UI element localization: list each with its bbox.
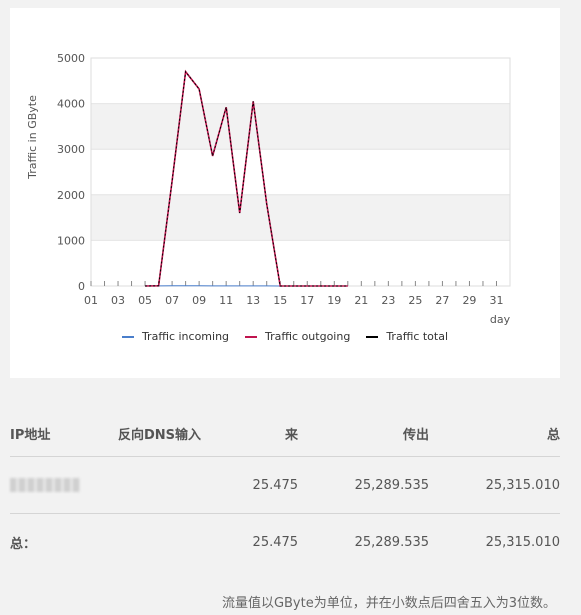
total-outgoing: 25,289.535 xyxy=(354,534,430,550)
cell-total: 25,315.010 xyxy=(429,456,560,514)
header-total[interactable]: 总 xyxy=(429,410,560,457)
y-tick-label: 5000 xyxy=(57,52,85,65)
cell-ip-redacted xyxy=(10,456,118,514)
cell-dns xyxy=(118,456,218,514)
x-axis-label: day xyxy=(490,313,511,326)
legend-item-total[interactable]: Traffic total xyxy=(366,330,448,343)
x-tick-label: 05 xyxy=(138,294,152,307)
cell-incoming: 25.475 xyxy=(218,456,299,514)
table-row: 25.475 25,289.535 25,315.010 xyxy=(10,456,560,514)
plot-frame xyxy=(90,57,511,287)
traffic-chart-card: 0 1000 2000 3000 4000 5000 01 03 05 07 09 11 13 15 17 1… xyxy=(10,8,560,378)
x-tick-label: 21 xyxy=(354,294,368,307)
traffic-table: IP地址 反向DNS输入 来 传出 总 25.475 25,289.535 25… xyxy=(10,410,560,570)
x-tick-label: 25 xyxy=(408,294,422,307)
redacted-ip xyxy=(10,478,80,492)
x-tick-label: 29 xyxy=(462,294,476,307)
legend-item-incoming[interactable]: Traffic incoming xyxy=(121,330,230,343)
x-tick-label: 07 xyxy=(165,294,179,307)
total-total: 25,315.010 xyxy=(485,534,560,550)
grid-band xyxy=(91,194,510,241)
x-tick-label: 15 xyxy=(273,294,287,307)
legend-label-total: Traffic total xyxy=(386,330,449,343)
x-tick-label: 01 xyxy=(84,294,98,307)
legend-label-incoming: Traffic incoming xyxy=(141,330,230,343)
y-tick-label: 3000 xyxy=(57,143,85,156)
legend-label-outgoing: Traffic outgoing xyxy=(265,330,351,343)
grid-band xyxy=(91,103,510,150)
y-tick-label: 2000 xyxy=(57,189,85,202)
chart-legend: Traffic incoming Traffic outgoing Traffi… xyxy=(10,330,560,343)
footnote: 流量值以GByte为单位，并在小数点后四舍五入为3位数。 xyxy=(221,596,556,611)
x-tick-label: 09 xyxy=(192,294,206,307)
y-tick-label: 4000 xyxy=(57,98,85,111)
x-tick-label: 13 xyxy=(246,294,260,307)
y-axis-label: Traffic in GByte xyxy=(26,95,39,180)
x-tick-label: 03 xyxy=(111,294,125,307)
traffic-chart: 0 1000 2000 3000 4000 5000 01 03 05 07 09 11 13 15 17 1… xyxy=(26,52,511,326)
x-tick-label: 23 xyxy=(381,294,395,307)
header-outgoing[interactable]: 传出 xyxy=(298,410,430,457)
header-incoming[interactable]: 来 xyxy=(218,410,299,457)
legend-item-outgoing[interactable]: Traffic outgoing xyxy=(245,330,350,343)
legend-swatch-outgoing xyxy=(245,335,258,338)
x-tick-label: 17 xyxy=(300,294,314,307)
x-tick-label: 11 xyxy=(219,294,233,307)
total-dns xyxy=(118,514,218,571)
table-total-row: 总： 25.475 25,289.535 25,315.010 xyxy=(10,514,560,571)
cell-outgoing: 25,289.535 xyxy=(298,456,430,514)
legend-swatch-total xyxy=(366,335,379,338)
legend-swatch-incoming xyxy=(121,335,134,338)
header-ip[interactable]: IP地址 xyxy=(10,410,118,457)
table-header-row: IP地址 反向DNS输入 来 传出 总 xyxy=(10,410,560,457)
header-dns[interactable]: 反向DNS输入 xyxy=(118,410,218,457)
y-tick-label: 0 xyxy=(78,280,85,293)
x-tick-label: 31 xyxy=(489,294,503,307)
series-line-traffic-total xyxy=(145,70,348,287)
total-incoming: 25.475 xyxy=(252,534,299,550)
total-label: 总： xyxy=(10,536,37,552)
x-tick-label: 27 xyxy=(435,294,449,307)
x-tick-label: 19 xyxy=(327,294,341,307)
y-tick-label: 1000 xyxy=(57,234,85,247)
